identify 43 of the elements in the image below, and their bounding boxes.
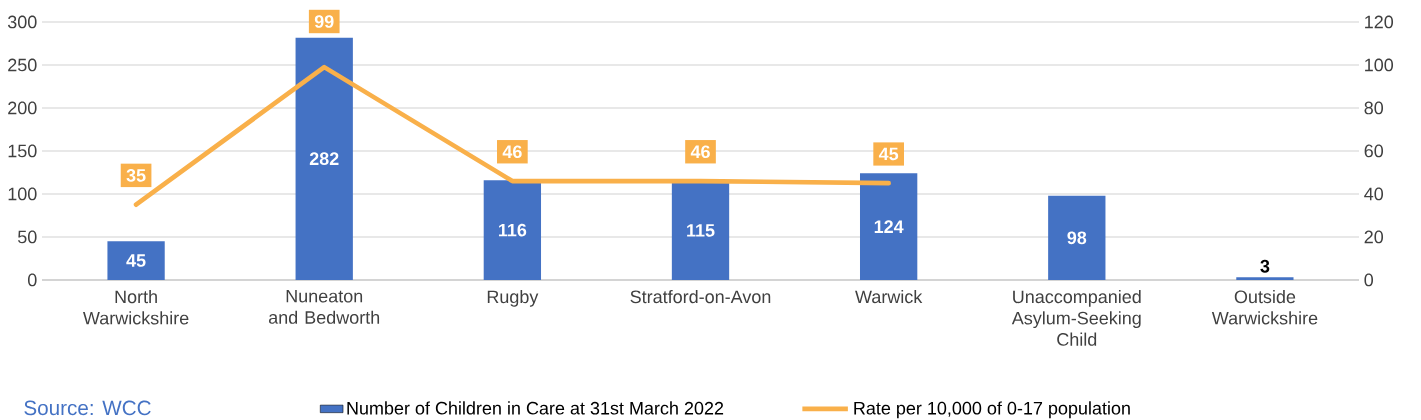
data-label: 35 xyxy=(126,169,146,182)
y2-tick-label: 80 xyxy=(1364,101,1384,115)
x-tick-label: Rugby xyxy=(487,290,539,307)
data-label: 98 xyxy=(1067,231,1087,245)
y-tick-label: 300 xyxy=(7,15,37,29)
data-label: 3 xyxy=(1260,259,1270,273)
y2-tick-label: 60 xyxy=(1364,144,1384,158)
data-label: 46 xyxy=(690,145,710,159)
legend-label: Number of Children in Care at 31st March 2022 xyxy=(347,401,724,415)
data-label: 116 xyxy=(498,223,527,237)
x-tick-label: Outside Warwickshire xyxy=(1211,290,1318,325)
data-label: 45 xyxy=(126,254,146,267)
bar xyxy=(671,181,730,280)
y-tick-label: 100 xyxy=(8,187,37,201)
y-tick-label: 50 xyxy=(17,230,37,244)
x-tick-label: Warwick xyxy=(855,290,923,304)
bar xyxy=(295,37,353,280)
y2-tick-label: 40 xyxy=(1364,187,1384,201)
bar xyxy=(1048,195,1106,280)
bar xyxy=(1236,277,1294,280)
y-tick-label: 150 xyxy=(8,144,37,158)
y-tick-label: 0 xyxy=(27,273,37,287)
bar xyxy=(483,180,542,280)
x-tick-label: North Warwickshire xyxy=(83,290,189,325)
y-tick-label: 250 xyxy=(8,58,37,72)
y-tick-label: 200 xyxy=(8,101,37,115)
y2-tick-label: 120 xyxy=(1365,15,1394,29)
y2-tick-label: 0 xyxy=(1364,273,1374,287)
bar xyxy=(107,241,165,280)
data-label: 99 xyxy=(314,15,334,28)
source-note: Source: WCC xyxy=(24,400,151,416)
data-label: 124 xyxy=(874,220,904,233)
data-label: 115 xyxy=(687,224,715,237)
data-label: 282 xyxy=(309,152,339,166)
x-tick-label: Unaccompanied Asylum-Seeking Child xyxy=(1011,290,1141,346)
y2-tick-label: 100 xyxy=(1365,58,1394,72)
legend-label: Rate per 10,000 of 0-17 population xyxy=(854,401,1130,419)
y2-tick-label: 20 xyxy=(1364,230,1384,244)
bar xyxy=(859,173,918,280)
data-label: 46 xyxy=(502,145,522,159)
data-label: 45 xyxy=(878,147,899,161)
x-tick-label: Stratford-on-Avon xyxy=(630,290,771,304)
x-tick-label: Nuneaton and Bedworth xyxy=(268,290,380,324)
